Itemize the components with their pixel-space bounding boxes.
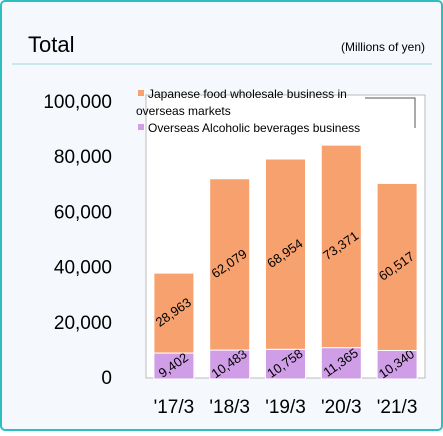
- legend: Japanese food wholesale business in over…: [136, 86, 376, 137]
- x-tick-label: '17/3: [154, 397, 195, 418]
- bar-segment: [265, 348, 306, 380]
- bar-segment: [209, 178, 251, 351]
- chart-subtitle: (Millions of yen): [341, 40, 425, 54]
- y-tick-label: 100,000: [43, 92, 112, 113]
- x-tick-label: '20/3: [321, 397, 362, 418]
- legend-box: Japanese food wholesale business in over…: [136, 86, 376, 137]
- chart-title: Total: [28, 32, 74, 57]
- marks: 9,40228,96310,48362,07910,75868,95411,36…: [153, 144, 418, 381]
- bar-segment: [153, 272, 195, 354]
- y-tick-label: 40,000: [54, 258, 112, 279]
- bar-segment: [376, 182, 418, 351]
- bar-segment: [320, 144, 362, 349]
- legend-label: Japanese food wholesale business in over…: [136, 87, 347, 118]
- legend-entry: Overseas Alcoholic beverages business: [136, 120, 376, 137]
- x-tick-label: '18/3: [209, 397, 250, 418]
- bar-segment: [376, 349, 418, 380]
- x-tick-label: '21/3: [377, 397, 418, 418]
- x-tick-label: '19/3: [265, 397, 306, 418]
- y-tick-label: 0: [101, 368, 112, 389]
- bar-segment: [209, 349, 251, 380]
- y-tick-label: 20,000: [54, 313, 112, 334]
- bar-segment: [153, 352, 195, 380]
- y-tick-label: 60,000: [54, 202, 112, 223]
- legend-connector: [365, 97, 416, 128]
- bar-segment: [265, 158, 306, 350]
- legend-label: Overseas Alcoholic beverages business: [148, 121, 361, 135]
- legend-entry: Japanese food wholesale business in over…: [136, 86, 376, 120]
- y-tick-label: 80,000: [54, 147, 112, 168]
